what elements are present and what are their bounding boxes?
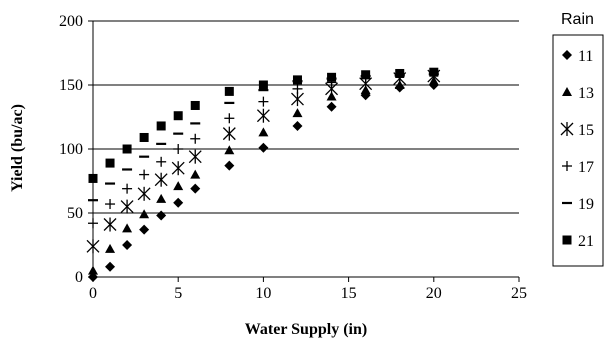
data-point-rain-13 — [190, 169, 201, 179]
legend-marker-17 — [562, 161, 572, 171]
x-tick-label: 15 — [341, 285, 357, 302]
x-tick-label: 25 — [511, 285, 527, 302]
data-point-rain-21 — [395, 68, 405, 78]
data-point-rain-11 — [292, 120, 303, 131]
tick-labels: 0 50 100 150 200 0 5 10 15 20 25 — [59, 13, 527, 302]
data-point-rain-21 — [429, 67, 439, 77]
y-tick-label: 150 — [59, 77, 83, 94]
data-point-rain-21 — [173, 111, 183, 121]
data-point-rain-11 — [326, 101, 337, 112]
x-tick-label: 0 — [89, 285, 97, 302]
legend-box — [552, 34, 604, 267]
gridlines — [93, 20, 519, 214]
data-point-rain-17 — [105, 199, 116, 210]
legend-label-13: 13 — [578, 85, 594, 102]
data-point-rain-15 — [154, 172, 168, 187]
data-point-rain-21 — [224, 86, 234, 96]
y-tick-label: 0 — [75, 269, 83, 286]
data-point-rain-21 — [258, 80, 268, 90]
data-point-rain-17 — [224, 113, 235, 124]
data-point-rain-15 — [137, 186, 151, 201]
data-point-rain-13 — [292, 108, 303, 118]
data-point-rain-21 — [139, 132, 149, 142]
y-tick-label: 50 — [67, 205, 83, 222]
data-point-rain-15 — [291, 92, 304, 107]
y-axis-title: Yield (bu/ac) — [9, 104, 26, 192]
data-point-rain-15 — [256, 108, 270, 123]
legend-title: Rain — [561, 11, 594, 28]
legend-marker-21 — [562, 235, 572, 245]
data-point-rain-21 — [292, 75, 302, 85]
legend-marker-13 — [562, 87, 572, 96]
data-point-rain-17 — [292, 83, 303, 94]
legend: Rain 11 13 15 17 19 21 — [552, 11, 604, 267]
data-point-rain-13 — [88, 265, 98, 275]
data-point-rain-11 — [224, 160, 235, 171]
data-point-rain-17 — [258, 96, 269, 107]
data-point-rain-15 — [188, 149, 202, 164]
legend-items: 11 13 15 17 19 21 — [560, 48, 594, 250]
data-point-rain-11 — [139, 224, 150, 235]
data-point-rain-21 — [190, 100, 200, 110]
data-point-rain-13 — [326, 91, 337, 101]
data-point-rain-21 — [156, 121, 166, 131]
x-tick-label: 5 — [174, 285, 182, 302]
data-point-rain-13 — [105, 243, 116, 253]
data-point-rain-21 — [105, 158, 115, 168]
x-tick-label: 10 — [255, 285, 271, 302]
data-point-rain-15 — [120, 199, 134, 214]
data-point-rain-15 — [86, 239, 100, 254]
legend-marker-11 — [562, 50, 572, 60]
data-point-rain-17 — [156, 156, 167, 167]
data-point-rain-15 — [171, 161, 185, 176]
data-point-rain-11 — [258, 142, 269, 153]
y-tick-label: 100 — [59, 141, 83, 158]
data-point-rain-21 — [88, 173, 98, 183]
x-axis-title: Water Supply (in) — [245, 321, 367, 338]
legend-label-19: 19 — [578, 196, 594, 213]
legend-label-21: 21 — [578, 233, 594, 250]
legend-marker-15 — [560, 122, 574, 136]
data-point-rain-17 — [122, 183, 133, 194]
data-point-rain-15 — [103, 217, 117, 232]
legend-label-15: 15 — [578, 122, 594, 139]
data-point-rain-11 — [105, 261, 116, 272]
data-point-rain-11 — [122, 240, 133, 250]
data-point-rain-17 — [88, 218, 98, 229]
legend-label-11: 11 — [578, 48, 593, 65]
data-point-rain-13 — [224, 145, 235, 155]
data-point-rain-21 — [122, 144, 132, 154]
data-point-rain-17 — [173, 144, 184, 154]
data-point-rain-11 — [173, 197, 184, 208]
data-point-rain-13 — [173, 181, 184, 191]
data-point-rain-13 — [122, 223, 133, 233]
data-point-rain-11 — [156, 210, 167, 221]
data-point-rain-13 — [139, 209, 150, 219]
data-point-rain-21 — [361, 70, 371, 80]
data-point-rain-17 — [139, 169, 150, 180]
data-point-rain-11 — [190, 183, 201, 194]
data-point-rain-15 — [222, 126, 236, 141]
legend-label-17: 17 — [578, 159, 594, 176]
data-point-rain-13 — [156, 193, 167, 203]
data-point-rain-21 — [327, 72, 337, 82]
y-tick-label: 200 — [59, 13, 83, 30]
x-tick-label: 20 — [426, 285, 442, 302]
data-point-rain-13 — [258, 127, 269, 137]
data-point-rain-17 — [190, 133, 201, 144]
data-points — [86, 67, 441, 282]
